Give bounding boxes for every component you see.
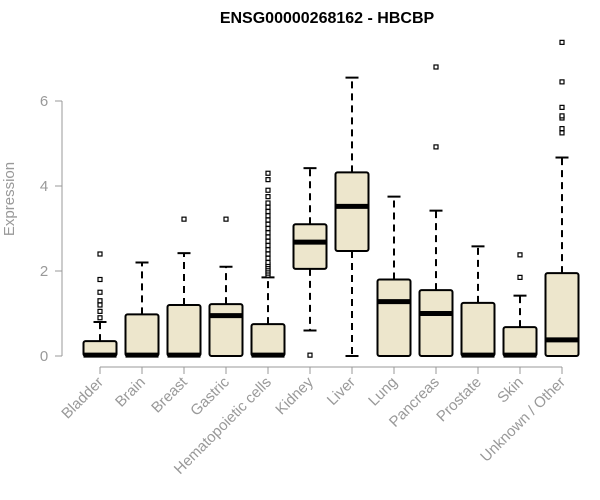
outlier-point <box>97 298 103 304</box>
box-group <box>208 216 244 357</box>
outlier-point <box>559 130 565 136</box>
y-axis-label: Expression <box>1 162 18 236</box>
box-group <box>124 261 160 358</box>
outlier-point <box>265 217 271 223</box>
outlier-point <box>265 225 271 232</box>
outlier-point <box>559 79 565 85</box>
outlier-point <box>265 259 271 266</box>
y-axis: 0 2 4 6 <box>40 93 63 365</box>
outlier-point <box>265 187 271 193</box>
box-group <box>418 64 454 357</box>
outlier-point <box>265 200 271 206</box>
box-group <box>292 167 328 358</box>
x-tick-label: Prostate <box>433 374 485 426</box>
outlier-point <box>97 276 103 283</box>
y-tick-label: 4 <box>40 178 48 195</box>
outlier-point <box>265 242 271 249</box>
x-tick-label: Brain <box>112 374 149 411</box>
box-iqr <box>544 272 580 357</box>
x-tick-label: Lung <box>365 374 401 410</box>
x-tick-label: Kidney <box>272 373 317 418</box>
chart-title: ENSG00000268162 - HBCBP <box>220 10 435 27</box>
box-iqr <box>376 278 412 357</box>
boxes-layer <box>82 39 580 358</box>
outlier-point <box>307 352 313 358</box>
outlier-point <box>265 204 271 210</box>
outlier-point <box>97 289 103 295</box>
box-iqr <box>334 171 370 253</box>
outlier-point <box>265 255 271 261</box>
outlier-point <box>559 126 565 132</box>
x-tick-label: Breast <box>148 373 191 416</box>
outlier-point <box>265 177 271 183</box>
box-group <box>166 216 202 358</box>
outlier-point <box>265 213 271 219</box>
outlier-point <box>97 251 103 257</box>
box-iqr <box>166 304 202 357</box>
box-iqr <box>460 301 496 357</box>
box-group <box>376 195 412 357</box>
outlier-point <box>517 274 523 280</box>
outlier-point <box>265 170 271 176</box>
outlier-point <box>97 308 103 314</box>
outlier-point <box>559 113 565 119</box>
outlier-point <box>433 144 439 150</box>
x-tick-label: Bladder <box>58 374 107 423</box>
box-group <box>334 76 370 357</box>
outlier-point <box>265 247 271 253</box>
outlier-point <box>517 252 523 258</box>
box-iqr <box>292 223 328 270</box>
outlier-point <box>265 230 271 236</box>
outlier-point <box>265 234 271 240</box>
outlier-point <box>97 302 103 308</box>
x-tick-label: Liver <box>324 374 359 409</box>
box-group <box>250 170 286 358</box>
outlier-point <box>223 216 229 222</box>
outlier-point <box>97 315 103 321</box>
outlier-point <box>265 238 271 244</box>
outlier-point <box>265 208 271 215</box>
box-group <box>82 251 118 358</box>
box-group <box>502 252 538 358</box>
outlier-point <box>559 39 565 45</box>
outlier-point <box>265 251 271 257</box>
outlier-point <box>265 221 271 227</box>
box-iqr <box>418 289 454 357</box>
outlier-point <box>181 216 187 222</box>
x-tick-label: Skin <box>494 374 527 407</box>
box-iqr <box>208 303 244 357</box>
y-tick-label: 0 <box>40 348 48 365</box>
box-iqr <box>502 326 538 358</box>
outlier-point <box>265 194 271 200</box>
y-tick-label: 6 <box>40 93 48 110</box>
box-group <box>544 39 580 357</box>
outlier-point <box>433 64 439 70</box>
box-group <box>460 245 496 358</box>
box-iqr <box>250 323 286 357</box>
y-tick-label: 2 <box>40 263 48 280</box>
box-iqr <box>124 313 160 358</box>
outlier-point <box>559 104 565 110</box>
